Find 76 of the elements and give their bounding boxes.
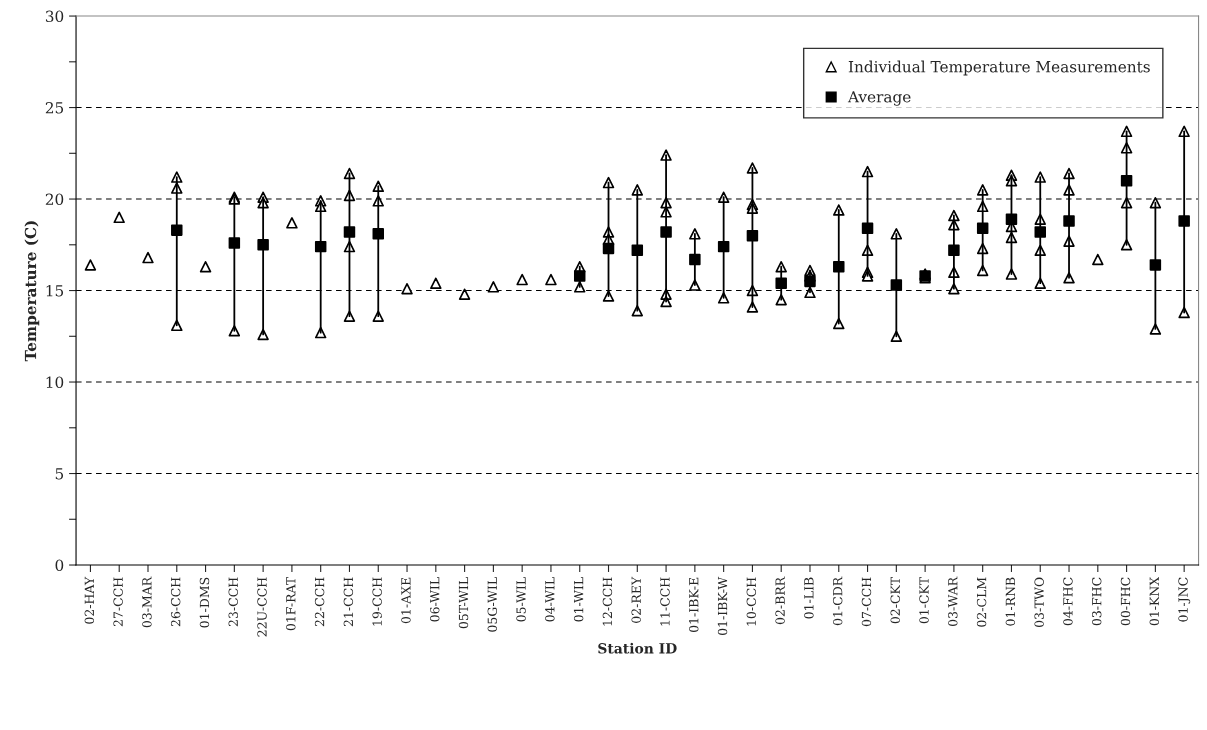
y-axis-title: Temperature (C) <box>24 221 40 362</box>
y-tick-label: 20 <box>45 193 64 206</box>
x-tick-label: 04-FHC <box>1063 577 1073 626</box>
x-tick-label: 01-IBK-W <box>717 576 728 636</box>
point <box>228 237 241 249</box>
x-tick-label: 01-DMS <box>199 577 210 628</box>
x-tick-label: 03-TWO <box>1034 577 1044 628</box>
point <box>372 228 385 240</box>
point <box>343 226 356 238</box>
x-tick-label: 12-CCH <box>602 577 613 626</box>
y-tick-label: 30 <box>45 10 64 23</box>
legend-label: Average <box>847 91 911 106</box>
point <box>660 226 672 238</box>
point <box>775 277 787 289</box>
x-tick-label: 02-CLM <box>976 577 987 627</box>
point <box>314 240 327 253</box>
y-tick-label: 10 <box>46 376 64 389</box>
x-tick-label: 01-WIL <box>573 577 584 622</box>
point <box>804 275 816 288</box>
x-tick-label: 03-MAR <box>142 576 152 628</box>
point <box>948 244 960 257</box>
x-tick-label: 01F-RAT <box>286 576 296 631</box>
x-tick-label: 02-CKT <box>890 576 900 624</box>
x-tick-label: 01-JNC <box>1178 577 1191 622</box>
x-tick-label: 05T-WIL <box>458 577 469 629</box>
x-tick-label: 05G-WIL <box>487 577 498 632</box>
y-tick-label: 0 <box>55 559 64 572</box>
x-tick-label: 01-RNB <box>1005 577 1016 626</box>
point <box>602 242 615 255</box>
x-tick-label: 02-BRR <box>775 576 785 625</box>
point <box>689 253 701 266</box>
point <box>573 270 586 282</box>
legend-label: Individual Temperature Measurements <box>848 60 1150 76</box>
x-tick-label: 21-CCH <box>343 577 354 627</box>
x-tick-label: 05-WIL <box>516 577 526 622</box>
x-tick-label: 04-WIL <box>545 577 555 622</box>
point <box>171 224 183 236</box>
x-tick-label: 06-WIL <box>429 577 440 622</box>
point <box>1149 259 1162 271</box>
x-tick-label: 01-CKT <box>919 576 929 624</box>
x-tick-label: 01-AXE <box>401 577 411 624</box>
point <box>976 222 989 235</box>
x-tick-label: 07-CCH <box>861 577 872 627</box>
x-tick-label: 19-CCH <box>372 577 382 626</box>
y-tick-label: 15 <box>46 285 64 297</box>
x-tick-label: 01-KNX <box>1149 576 1159 626</box>
x-tick-label: 10-CCH <box>746 577 757 626</box>
point <box>746 229 759 242</box>
x-tick-label: 02-REY <box>631 576 641 623</box>
x-tick-label: 01-IBK-E <box>689 577 699 633</box>
point <box>861 222 874 235</box>
x-tick-label: 03-FHC <box>1091 577 1102 626</box>
x-tick-label: 03-WAR <box>948 576 958 627</box>
point <box>717 240 730 253</box>
x-tick-label: 11-CCH <box>660 577 670 626</box>
point <box>631 244 644 257</box>
x-tick-label: 00-FHC <box>1120 577 1131 626</box>
point <box>1005 213 1018 225</box>
x-tick-label: 23-CCH <box>228 577 238 627</box>
x-tick-label: 22U-CCH <box>257 577 267 637</box>
x-tick-label: 02-HAY <box>84 576 95 624</box>
point <box>833 261 845 273</box>
point <box>1120 175 1133 187</box>
y-tick-label: 25 <box>45 102 64 114</box>
point <box>1063 215 1075 227</box>
x-tick-label: 26-CCH <box>170 577 181 627</box>
y-tick-label: 5 <box>55 468 64 480</box>
point <box>1178 215 1190 227</box>
x-tick-label: 01-CDR <box>832 576 843 626</box>
point <box>890 279 903 291</box>
x-tick-label: 22-CCH <box>314 577 325 627</box>
point <box>257 239 269 251</box>
x-tick-label: 01-LIB <box>804 577 814 619</box>
x-axis-title: Station ID <box>598 642 677 654</box>
point <box>1034 226 1046 238</box>
x-tick-label: 27-CCH <box>113 577 123 627</box>
